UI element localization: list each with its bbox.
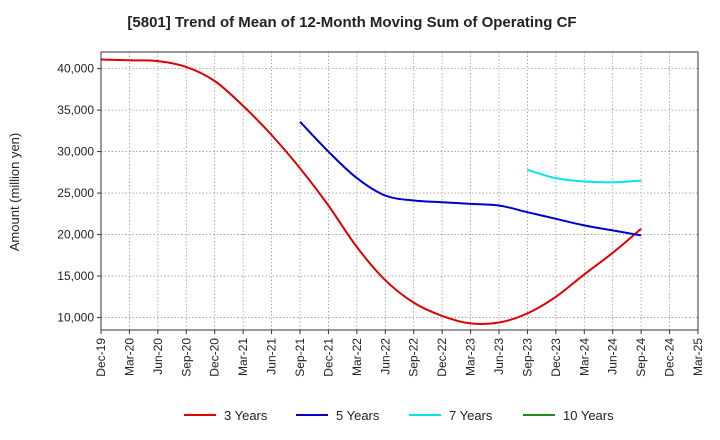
x-tick-label: Dec-23 xyxy=(549,338,563,377)
x-tick-label: Mar-22 xyxy=(350,338,364,376)
x-tick-label: Sep-21 xyxy=(293,338,307,377)
legend-label-5-years: 5 Years xyxy=(336,408,380,423)
x-tick-label: Dec-24 xyxy=(663,338,677,377)
y-tick-label: 30,000 xyxy=(57,145,94,159)
x-tick-label: Mar-25 xyxy=(691,338,705,376)
grid-lines xyxy=(100,52,699,330)
legend-label-7-years: 7 Years xyxy=(449,408,493,423)
y-tick-label: 20,000 xyxy=(57,228,94,242)
x-tick-label: Sep-22 xyxy=(407,338,421,377)
x-tick-label: Jun-20 xyxy=(151,338,165,375)
x-tick-label: Mar-23 xyxy=(464,338,478,376)
x-tick-label: Mar-24 xyxy=(577,338,591,376)
chart-title: [5801] Trend of Mean of 12-Month Moving … xyxy=(127,14,576,31)
x-tick-label: Jun-21 xyxy=(265,338,279,375)
y-tick-label: 40,000 xyxy=(57,62,94,76)
legend: 3 Years 5 Years 7 Years 10 Years xyxy=(184,408,614,423)
x-tick-label: Dec-20 xyxy=(208,338,222,377)
x-tick-label: Jun-24 xyxy=(606,338,620,375)
x-tick-label: Mar-21 xyxy=(236,338,250,376)
y-tick-label: 35,000 xyxy=(57,103,94,117)
y-axis-label: Amount (million yen) xyxy=(7,133,22,252)
y-tick-label: 10,000 xyxy=(57,311,94,325)
x-tick-label: Mar-20 xyxy=(122,338,136,376)
x-tick-label: Jun-22 xyxy=(378,338,392,375)
legend-label-10-years: 10 Years xyxy=(563,408,614,423)
x-tick-label: Dec-19 xyxy=(94,338,108,377)
x-tick-label: Sep-23 xyxy=(520,338,534,377)
y-tick-label: 25,000 xyxy=(57,186,94,200)
series-lines xyxy=(100,58,642,326)
x-tick-label: Sep-20 xyxy=(179,338,193,377)
y-tick-labels: 10,000 15,000 20,000 25,000 30,000 35,000 40,0… xyxy=(57,62,101,325)
x-tick-label: Sep-24 xyxy=(634,338,648,377)
series-line-7-years xyxy=(527,168,642,184)
x-tick-labels: Dec-19 Mar-20 Jun-20 Sep-20 Dec-20 Mar-21 Jun-… xyxy=(94,330,705,377)
y-tick-label: 15,000 xyxy=(57,269,94,283)
x-tick-label: Dec-21 xyxy=(321,338,335,377)
series-line-5-years xyxy=(299,121,642,237)
x-tick-label: Dec-22 xyxy=(435,338,449,377)
series-line-3-years xyxy=(100,58,642,326)
plot-frame xyxy=(100,51,699,331)
legend-label-3-years: 3 Years xyxy=(224,408,268,423)
x-tick-label: Jun-23 xyxy=(492,338,506,375)
